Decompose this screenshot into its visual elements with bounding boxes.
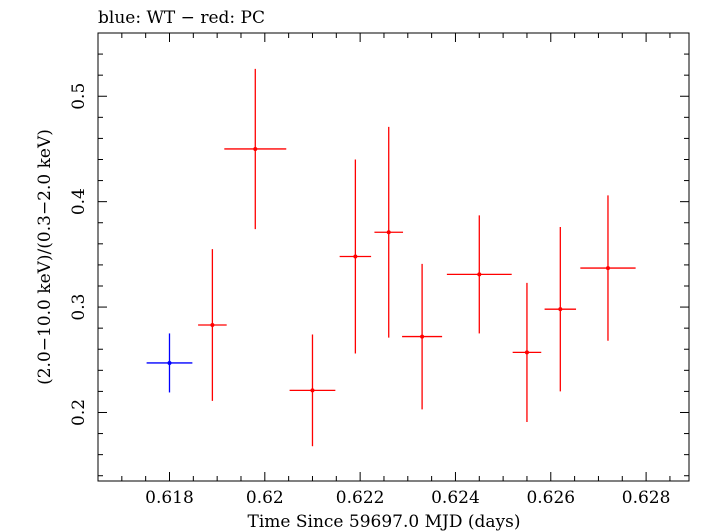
pc-marker: [524, 350, 529, 355]
pc-marker: [386, 230, 391, 235]
pc-marker: [605, 266, 610, 271]
x-tick-label: 0.622: [336, 488, 385, 508]
x-tick-label: 0.624: [431, 488, 480, 508]
wt-data-point: [146, 333, 193, 393]
axis-ticks: [97, 32, 689, 481]
x-tick-label: 0.628: [622, 488, 671, 508]
x-axis-label: Time Since 59697.0 MJD (days): [248, 512, 521, 532]
x-tick-label: 0.618: [145, 488, 194, 508]
pc-data-point: [512, 282, 542, 422]
pc-marker: [420, 334, 425, 339]
pc-data-point: [224, 68, 287, 230]
x-tick-labels: 0.618 0.62 0.622 0.624 0.626 0.628: [145, 488, 670, 508]
pc-marker: [253, 146, 258, 151]
pc-marker: [477, 272, 482, 277]
data-points: [146, 68, 636, 447]
y-tick-labels: 0.2 0.3 0.4 0.5: [69, 83, 89, 426]
x-tick-label: 0.626: [526, 488, 575, 508]
y-tick-label: 0.3: [69, 294, 89, 321]
pc-data-point: [402, 263, 443, 410]
pc-data-point: [580, 195, 636, 341]
pc-marker: [210, 322, 215, 327]
pc-data-point: [339, 159, 372, 354]
pc-data-point: [374, 126, 404, 338]
x-tick-label: 0.62: [246, 488, 284, 508]
chart-title: blue: WT − red: PC: [98, 8, 265, 28]
pc-data-point: [289, 334, 336, 447]
pc-marker: [310, 388, 315, 393]
pc-data-point: [446, 215, 512, 334]
wt-marker: [167, 360, 172, 365]
pc-marker: [558, 307, 563, 312]
plot-frame: [97, 32, 690, 482]
pc-marker: [353, 254, 358, 259]
pc-data-point: [198, 249, 227, 401]
pc-data-point: [544, 226, 577, 392]
y-tick-label: 0.5: [69, 83, 89, 110]
y-tick-label: 0.2: [69, 399, 89, 426]
y-axis-label: (2.0−10.0 keV)/(0.3−2.0 keV): [35, 129, 55, 385]
y-tick-label: 0.4: [69, 188, 89, 215]
